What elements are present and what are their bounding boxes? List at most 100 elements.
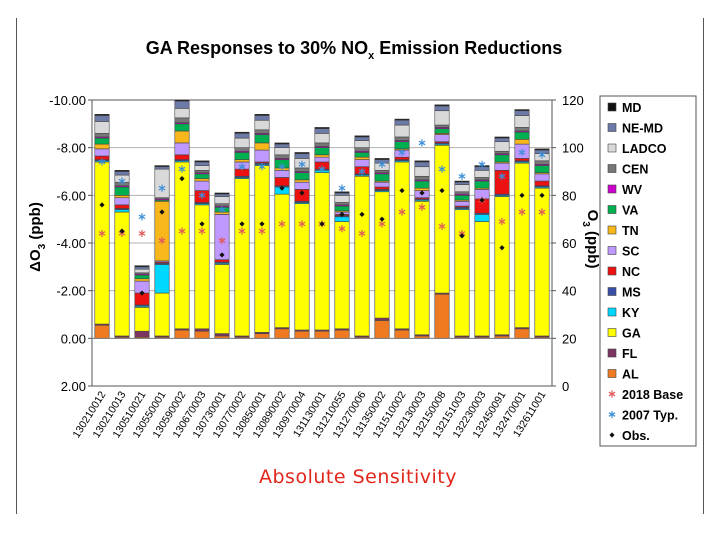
legend-swatch-md <box>607 102 617 112</box>
slide-border <box>16 18 704 514</box>
bar-segment-cen <box>414 175 430 181</box>
bar-segment-ga <box>154 292 170 337</box>
bar-segment-md <box>234 131 250 134</box>
bar-segment-va <box>494 154 510 163</box>
bar-segment-ladco <box>354 140 370 148</box>
bar-segment-ga <box>274 193 290 328</box>
bar-segment-ladco <box>474 170 490 178</box>
bar-segment-md <box>434 104 450 107</box>
bar-segment-fl <box>194 328 210 332</box>
left-tick-label: -8.00 <box>56 141 86 156</box>
y-axis-label-left: ΔO3 (ppb) <box>27 202 48 272</box>
bar-segment-md <box>94 114 110 116</box>
marker-2007-typ <box>398 148 406 157</box>
bar-segment-ga <box>254 165 270 333</box>
bar-segment-cen <box>474 177 490 181</box>
bar-segment-ga <box>334 221 350 330</box>
bar-segment-md <box>214 192 230 195</box>
bar-segment-al <box>174 329 190 339</box>
bar-segment-ladco <box>414 166 430 177</box>
bar-segment-cen <box>274 154 290 159</box>
right-tick-label: 100 <box>562 141 584 156</box>
bar-segment-va <box>254 134 270 144</box>
bar-segment-ne-md <box>94 115 110 122</box>
marker-2007-typ <box>438 165 446 173</box>
marker-2018-base <box>438 222 446 230</box>
bar-segment-ne-md <box>394 119 410 126</box>
bar-segment-ladco <box>214 196 230 204</box>
bar-segment-tn <box>234 159 250 163</box>
caption: Absolute Sensitivity <box>259 466 457 488</box>
bar-segment-md <box>134 265 150 268</box>
bar-segment-ga <box>94 161 110 325</box>
bar-segment-nc <box>274 177 290 187</box>
legend-label-ne-md: NE-MD <box>622 122 663 136</box>
bar-segment-ga <box>394 161 410 330</box>
legend-label-fl: FL <box>622 347 638 361</box>
bar-segment-cen <box>234 147 250 152</box>
marker-obs <box>139 290 145 296</box>
marker-2018-base <box>258 227 266 235</box>
legend-label-al: AL <box>622 368 639 382</box>
legend-swatch-2007-typ <box>608 410 616 419</box>
bar-segment-tn <box>254 142 270 151</box>
bar-segment-cen <box>94 133 110 138</box>
bar-segment-md <box>394 118 410 121</box>
bar-segment-nc <box>214 259 230 263</box>
bar-segment-ladco <box>174 108 190 119</box>
marker-2007-typ <box>278 163 286 171</box>
marker-2007-typ <box>98 158 106 166</box>
bar-segment-va <box>454 195 470 201</box>
legend-swatch-obs <box>609 432 615 438</box>
bar-segment-va <box>414 180 430 189</box>
bar-segment-sc <box>354 159 370 168</box>
bar-segment-ne-md <box>414 161 430 168</box>
bar-segment-tn <box>354 156 370 160</box>
legend-swatch-ladco <box>607 143 617 153</box>
marker-obs <box>219 252 225 258</box>
marker-obs <box>519 192 525 198</box>
legend-swatch-tn <box>607 225 617 235</box>
bar-segment-ladco <box>454 184 470 193</box>
bar-segment-tn <box>314 154 330 158</box>
bar-segment-cen <box>294 167 310 172</box>
bar-segment-sc <box>274 170 290 178</box>
legend-swatch-nc <box>607 266 617 276</box>
bar-segment-ga <box>374 191 390 319</box>
bar-segment-fl <box>134 330 150 338</box>
bar-segment-ne-md <box>254 115 270 121</box>
bar-segment-nc <box>174 154 190 160</box>
marker-2007-typ <box>138 213 146 221</box>
bar-segment-va <box>114 186 130 196</box>
bar-segment-va <box>94 137 110 145</box>
bar-segment-md <box>194 160 210 163</box>
legend-swatch-ky <box>607 307 617 317</box>
marker-obs <box>419 190 425 196</box>
bar-segment-md <box>454 180 470 183</box>
marker-2007-typ <box>358 167 366 176</box>
bar-segment-cen <box>494 150 510 154</box>
bar-segment-sc <box>434 134 450 143</box>
bar-segment-sc <box>374 181 390 188</box>
bar-segment-ne-md <box>294 153 310 159</box>
bar-segment-ne-md <box>174 100 190 109</box>
marker-obs <box>99 202 105 208</box>
marker-2007-typ <box>538 151 546 159</box>
bar-segment-fl <box>214 333 230 337</box>
bar-segment-sc <box>174 142 190 156</box>
legend-label-2007-typ: 2007 Typ. <box>622 409 678 423</box>
marker-obs <box>159 209 165 215</box>
marker-obs <box>459 233 465 239</box>
marker-2007-typ <box>518 148 526 157</box>
marker-2018-base <box>498 217 506 226</box>
legend-label-cen: CEN <box>622 163 648 177</box>
bar-segment-al <box>254 333 270 339</box>
marker-2007-typ <box>238 163 246 171</box>
marker-2007-typ <box>118 177 126 185</box>
marker-obs <box>479 197 485 203</box>
legend-swatch-ga <box>607 328 617 337</box>
bar-segment-ne-md <box>234 133 250 139</box>
bar-segment-cen <box>394 136 410 141</box>
marker-2007-typ <box>378 160 386 168</box>
